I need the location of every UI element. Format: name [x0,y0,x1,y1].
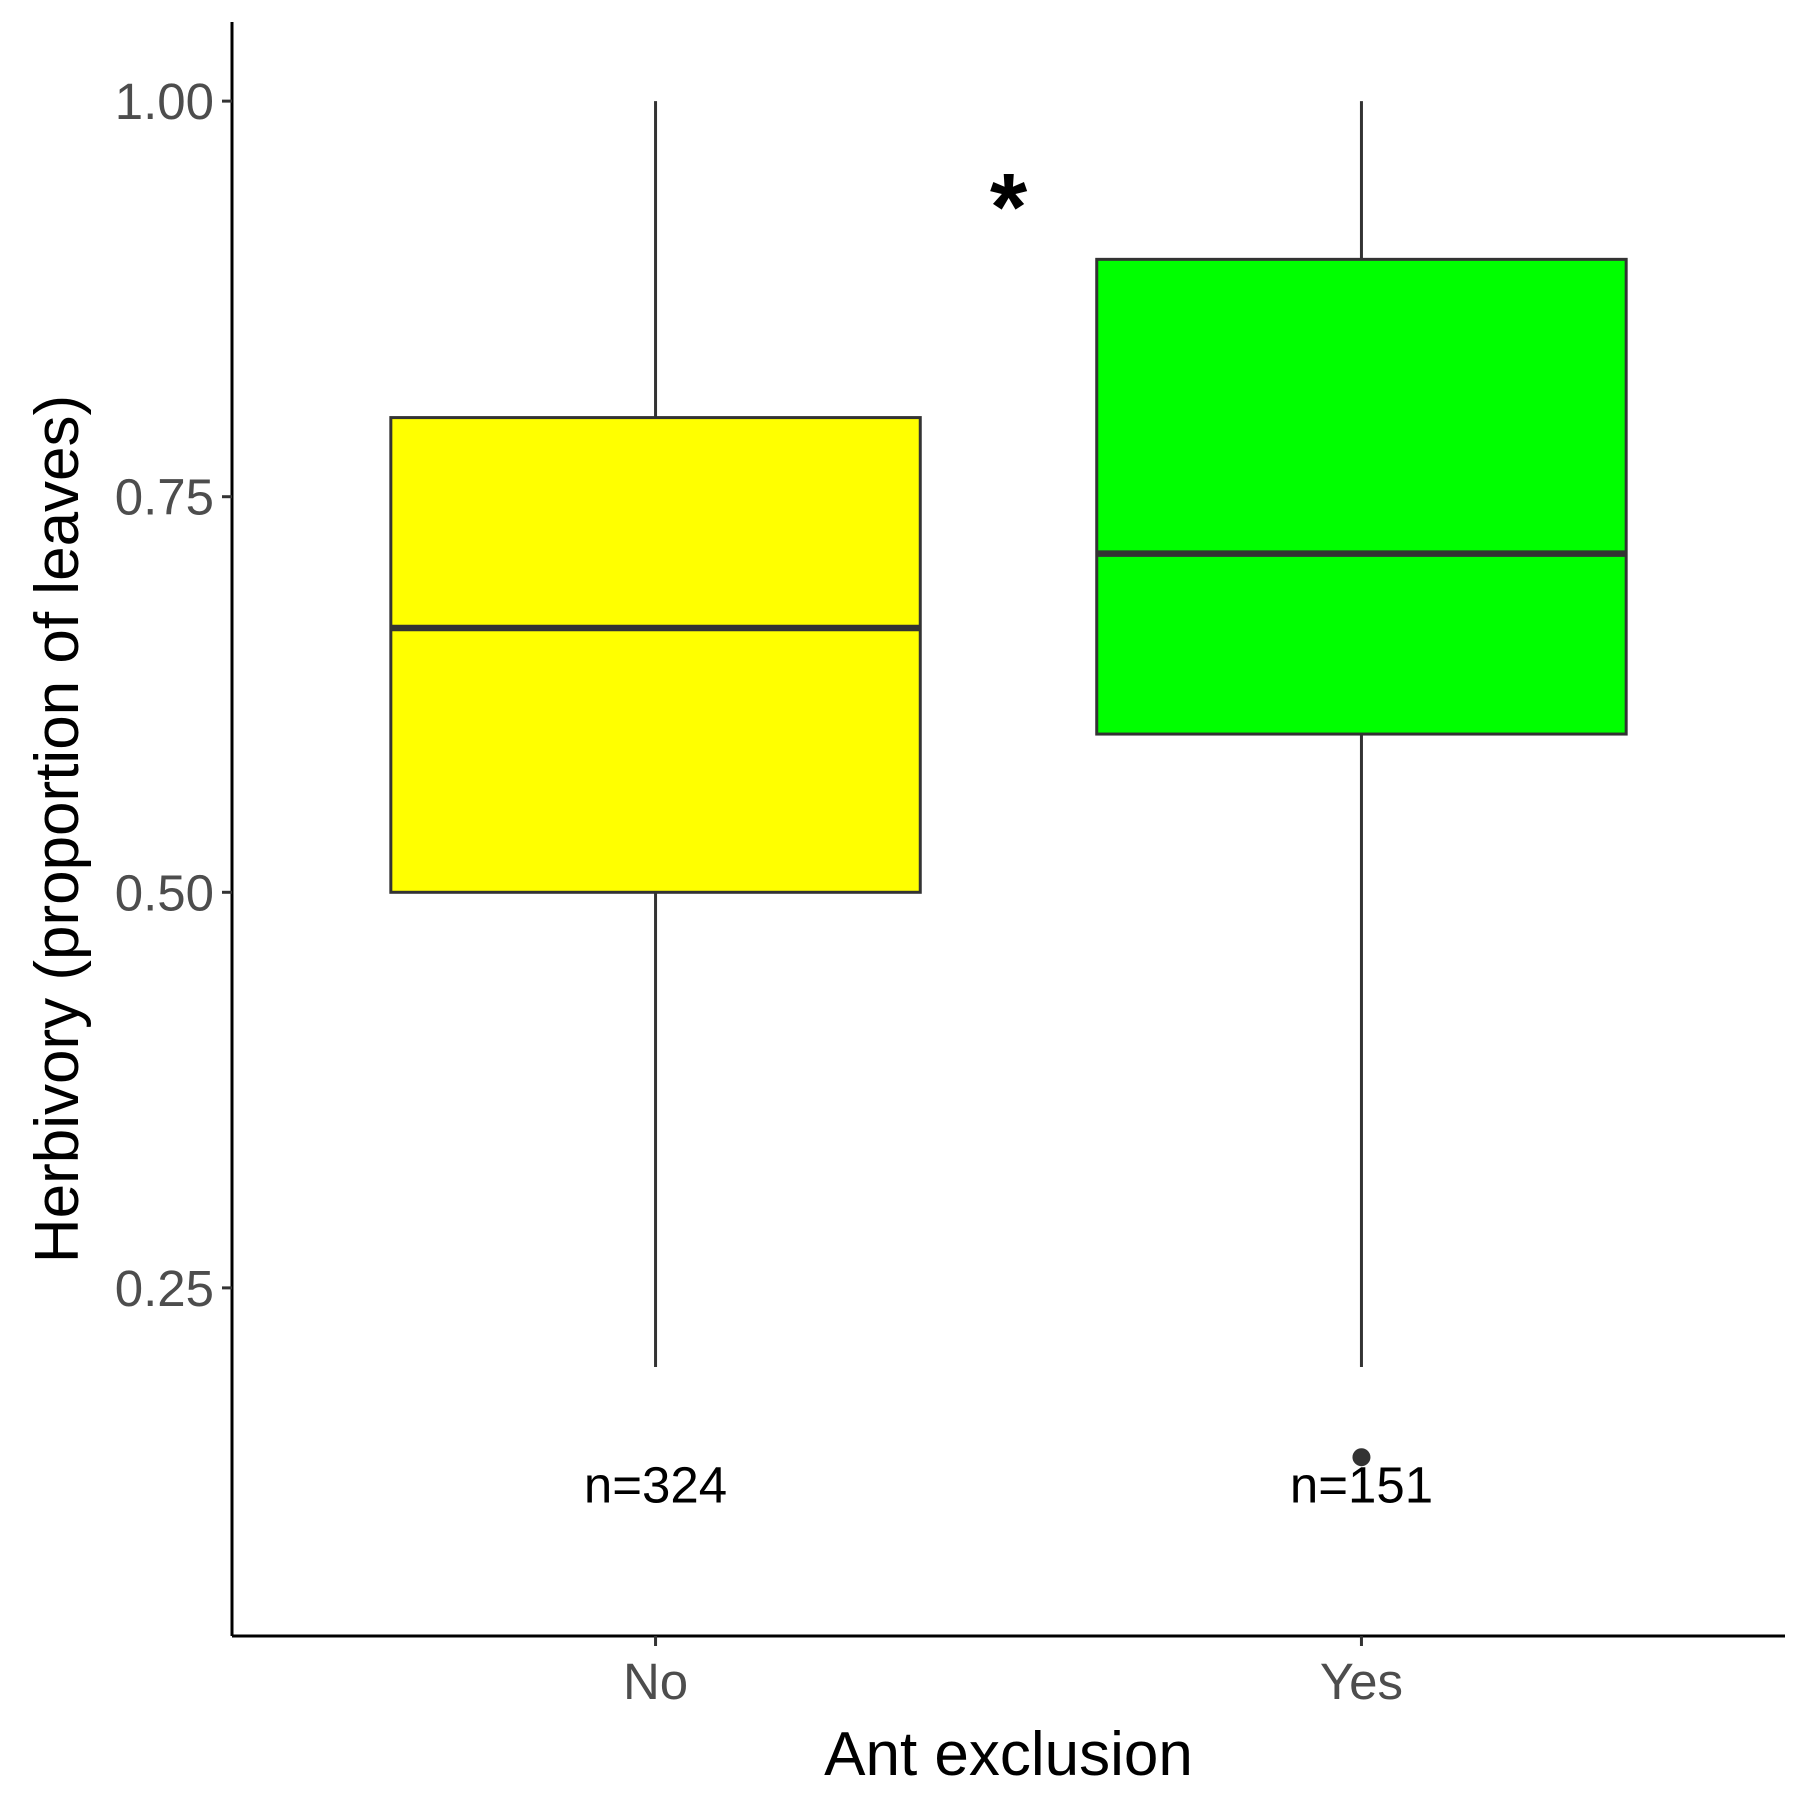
x-axis-title: Ant exclusion [824,1720,1193,1789]
box-group [1095,101,1628,1467]
significance-marker: * [990,154,1028,261]
y-tick-label: 1.00 [115,73,214,130]
box-group [389,101,922,1367]
boxes [389,101,1628,1467]
outlier-point [1352,1448,1371,1467]
box-iqr [389,416,922,894]
x-axis: No Yes [232,1634,1785,1710]
x-tick-label: No [623,1653,688,1710]
x-tick-label: Yes [1320,1653,1403,1710]
y-tick-label: 0.50 [115,864,214,921]
sample-size-label: n=151 [1290,1457,1433,1514]
sample-size-label: n=324 [584,1457,727,1514]
y-axis-title: Herbivory (proportion of leaves) [23,395,92,1263]
y-axis: 0.25 0.50 0.75 1.00 [115,22,234,1636]
box-iqr [1095,257,1628,736]
y-tick-label: 0.25 [115,1260,214,1317]
y-tick-label: 0.75 [115,469,214,526]
annotations: n=324 n=151 * [584,154,1433,1513]
